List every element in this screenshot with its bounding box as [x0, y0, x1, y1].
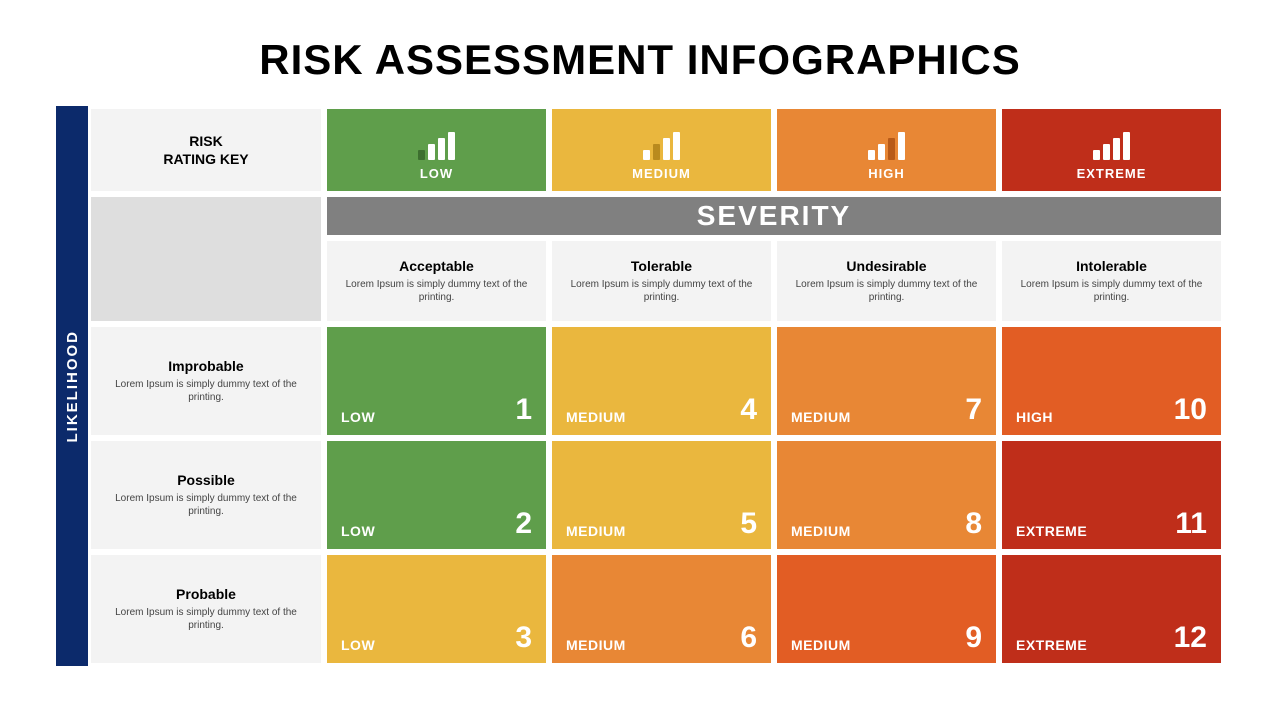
risk-cell-6: MEDIUM 6: [549, 552, 774, 666]
risk-cell-5: MEDIUM 5: [549, 438, 774, 552]
risk-cell-label: LOW: [341, 637, 375, 653]
severity-desc-3: Intolerable Lorem Ipsum is simply dummy t…: [999, 238, 1224, 324]
likelihood-row-0: Improbable Lorem Ipsum is simply dummy te…: [88, 324, 324, 438]
severity-header-label: HIGH: [868, 166, 905, 181]
matrix-grid: RISKRATING KEY LOW MEDIUM HIGH EXTREME SEVERI…: [88, 106, 1224, 666]
likelihood-row-desc: Lorem Ipsum is simply dummy text of the …: [101, 378, 311, 404]
blank-cell: [88, 194, 324, 324]
risk-cell-number: 10: [1174, 395, 1207, 425]
risk-cell-10: HIGH 10: [999, 324, 1224, 438]
risk-cell-number: 1: [515, 395, 532, 425]
risk-cell-number: 6: [740, 623, 757, 653]
risk-cell-9: MEDIUM 9: [774, 552, 999, 666]
risk-cell-3: LOW 3: [324, 552, 549, 666]
risk-cell-8: MEDIUM 8: [774, 438, 999, 552]
risk-cell-label: MEDIUM: [791, 637, 851, 653]
severity-header-medium: MEDIUM: [549, 106, 774, 194]
severity-desc-text: Lorem Ipsum is simply dummy text of the …: [337, 278, 536, 304]
severity-axis-label: SEVERITY: [324, 194, 1224, 238]
severity-header-high: HIGH: [774, 106, 999, 194]
risk-cell-1: LOW 1: [324, 324, 549, 438]
likelihood-row-title: Possible: [177, 472, 235, 488]
signal-bars-icon: [643, 128, 680, 160]
severity-desc-1: Tolerable Lorem Ipsum is simply dummy tex…: [549, 238, 774, 324]
severity-header-label: MEDIUM: [632, 166, 691, 181]
signal-bars-icon: [868, 128, 905, 160]
likelihood-row-1: Possible Lorem Ipsum is simply dummy text…: [88, 438, 324, 552]
risk-cell-label: MEDIUM: [791, 409, 851, 425]
severity-header-extreme: EXTREME: [999, 106, 1224, 194]
likelihood-text: LIKELIHOOD: [64, 330, 81, 443]
risk-cell-11: EXTREME 11: [999, 438, 1224, 552]
severity-desc-title: Acceptable: [399, 258, 474, 274]
slide: RISK ASSESSMENT INFOGRAPHICS LIKELIHOOD …: [0, 0, 1280, 720]
likelihood-axis-label: LIKELIHOOD: [56, 106, 88, 666]
risk-cell-label: MEDIUM: [566, 637, 626, 653]
severity-desc-title: Tolerable: [631, 258, 692, 274]
risk-cell-number: 5: [740, 509, 757, 539]
likelihood-row-2: Probable Lorem Ipsum is simply dummy text…: [88, 552, 324, 666]
severity-desc-text: Lorem Ipsum is simply dummy text of the …: [787, 278, 986, 304]
risk-cell-label: HIGH: [1016, 409, 1053, 425]
risk-cell-7: MEDIUM 7: [774, 324, 999, 438]
risk-cell-label: EXTREME: [1016, 637, 1087, 653]
likelihood-row-title: Probable: [176, 586, 236, 602]
severity-desc-text: Lorem Ipsum is simply dummy text of the …: [1012, 278, 1211, 304]
severity-desc-2: Undesirable Lorem Ipsum is simply dummy t…: [774, 238, 999, 324]
likelihood-row-title: Improbable: [168, 358, 243, 374]
severity-header-label: LOW: [420, 166, 453, 181]
risk-cell-number: 8: [965, 509, 982, 539]
severity-desc-title: Undesirable: [846, 258, 926, 274]
risk-cell-number: 12: [1174, 623, 1207, 653]
severity-desc-0: Acceptable Lorem Ipsum is simply dummy te…: [324, 238, 549, 324]
risk-cell-4: MEDIUM 4: [549, 324, 774, 438]
risk-cell-label: LOW: [341, 523, 375, 539]
severity-desc-title: Intolerable: [1076, 258, 1147, 274]
risk-cell-number: 3: [515, 623, 532, 653]
risk-cell-number: 4: [740, 395, 757, 425]
risk-cell-number: 9: [965, 623, 982, 653]
risk-cell-number: 2: [515, 509, 532, 539]
severity-header-label: EXTREME: [1077, 166, 1147, 181]
likelihood-row-desc: Lorem Ipsum is simply dummy text of the …: [101, 606, 311, 632]
risk-cell-label: MEDIUM: [791, 523, 851, 539]
risk-cell-label: MEDIUM: [566, 523, 626, 539]
rating-key-cell: RISKRATING KEY: [88, 106, 324, 194]
severity-header-low: LOW: [324, 106, 549, 194]
risk-cell-number: 11: [1175, 509, 1207, 539]
risk-cell-12: EXTREME 12: [999, 552, 1224, 666]
page-title: RISK ASSESSMENT INFOGRAPHICS: [56, 36, 1224, 84]
signal-bars-icon: [418, 128, 455, 160]
risk-cell-label: LOW: [341, 409, 375, 425]
risk-matrix: LIKELIHOOD RISKRATING KEY LOW MEDIUM HIGH EX…: [56, 106, 1224, 666]
risk-cell-label: EXTREME: [1016, 523, 1087, 539]
risk-cell-number: 7: [965, 395, 982, 425]
severity-desc-text: Lorem Ipsum is simply dummy text of the …: [562, 278, 761, 304]
signal-bars-icon: [1093, 128, 1130, 160]
risk-cell-label: MEDIUM: [566, 409, 626, 425]
risk-cell-2: LOW 2: [324, 438, 549, 552]
likelihood-row-desc: Lorem Ipsum is simply dummy text of the …: [101, 492, 311, 518]
